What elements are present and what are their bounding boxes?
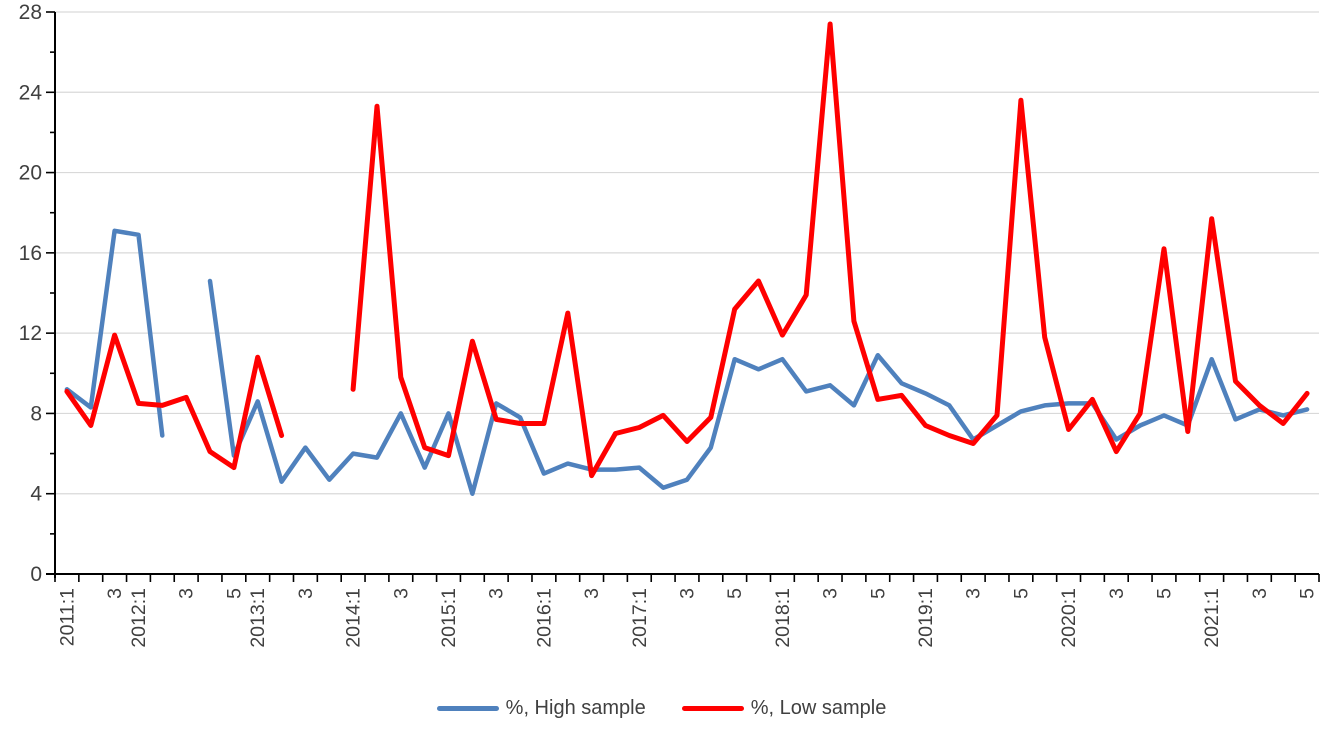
- x-tick-label: 2021:1: [1201, 588, 1223, 648]
- x-tick-label: 2014:1: [343, 588, 365, 648]
- y-tick-label: 16: [19, 242, 42, 265]
- x-tick-label: 3: [390, 588, 412, 599]
- x-tick-label: 5: [724, 588, 746, 599]
- x-tick-label: 2013:1: [247, 588, 269, 648]
- x-tick-label: 3: [581, 588, 603, 599]
- legend-item-low-sample: %, Low sample: [681, 697, 887, 720]
- x-tick-label: 3: [677, 588, 699, 599]
- x-tick-label: 3: [486, 588, 508, 599]
- y-tick-label: 12: [19, 322, 42, 345]
- y-tick-label: 4: [30, 483, 42, 506]
- x-tick-label: 5: [1010, 588, 1032, 599]
- legend-label-high-sample: %, High sample: [505, 697, 646, 719]
- low-sample-line: [64, 21, 1310, 479]
- x-tick-label: 2020:1: [1058, 588, 1080, 648]
- legend-label-low-sample: %, Low sample: [750, 697, 887, 719]
- y-tick-label: 28: [19, 1, 42, 24]
- x-tick-label: 2016:1: [533, 588, 555, 648]
- x-tick-label: 3: [1106, 588, 1128, 599]
- x-tick-label: 3: [1249, 588, 1271, 599]
- x-tick-label: 2015:1: [438, 588, 460, 648]
- x-tick-label: 3: [176, 588, 198, 599]
- x-tick-label: 5: [1153, 588, 1175, 599]
- high-sample-swatch: [436, 706, 499, 711]
- legend-item-high-sample: %, High sample: [436, 697, 646, 720]
- y-tick-label: 24: [19, 81, 43, 104]
- y-tick-label: 0: [30, 563, 42, 586]
- y-tick-label: 20: [19, 162, 42, 185]
- x-tick-label: 2012:1: [128, 588, 150, 648]
- chart-legend: %, High sample %, Low sample: [0, 697, 1323, 720]
- x-tick-label: 5: [867, 588, 889, 599]
- x-tick-label: 3: [820, 588, 842, 599]
- x-tick-label: 3: [963, 588, 985, 599]
- high-sample-line: [64, 228, 1310, 496]
- x-tick-label: 2018:1: [772, 588, 794, 648]
- y-tick-label: 8: [30, 402, 42, 425]
- x-tick-label: 5: [1297, 588, 1319, 599]
- low-sample-swatch: [681, 706, 744, 711]
- x-tick-label: 3: [295, 588, 317, 599]
- x-tick-label: 3: [104, 588, 126, 599]
- x-tick-label: 5: [223, 588, 245, 599]
- x-tick-label: 2011:1: [56, 588, 78, 646]
- x-tick-label: 2017:1: [629, 588, 651, 648]
- x-tick-label: 2019:1: [915, 588, 937, 648]
